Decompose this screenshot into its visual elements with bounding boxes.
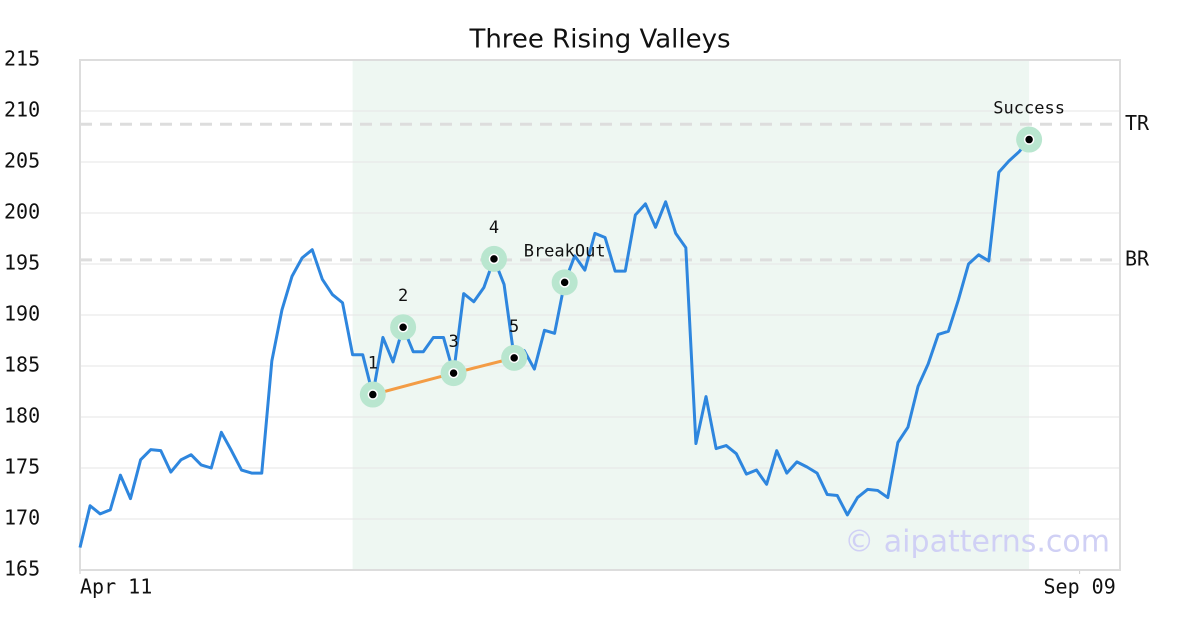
y-tick-label: 180 (4, 404, 40, 428)
y-tick-label: 185 (4, 353, 40, 377)
y-tick-label: 190 (4, 302, 40, 326)
point-marker (397, 321, 409, 333)
point-label: 4 (489, 218, 499, 238)
point-label: 1 (368, 354, 378, 374)
level-label: TR (1125, 111, 1150, 135)
y-tick-label: 175 (4, 455, 40, 479)
point-marker (508, 352, 520, 364)
y-tick-label: 165 (4, 557, 40, 581)
point-label: Success (993, 99, 1065, 119)
point-label: 5 (509, 317, 519, 337)
watermark: © aipatterns.com (844, 525, 1110, 560)
point-marker (448, 367, 459, 379)
y-tick-label: 170 (4, 506, 40, 530)
x-tick-label: Sep 09 (1043, 575, 1115, 599)
point-marker (559, 277, 570, 288)
y-tick-label: 195 (4, 251, 40, 275)
chart-title: Three Rising Valleys (468, 25, 730, 55)
y-tick-label: 210 (4, 98, 40, 122)
point-label: 2 (398, 286, 408, 306)
y-tick-label: 205 (4, 149, 40, 173)
point-marker (367, 389, 379, 400)
point-marker (1023, 134, 1035, 145)
level-label: BR (1125, 246, 1150, 270)
point-label: 3 (448, 332, 458, 352)
x-tick-label: Apr 11 (80, 575, 152, 599)
price-line (78, 134, 1040, 548)
point-marker (488, 253, 500, 265)
point-label: BreakOut (524, 241, 606, 261)
y-tick-label: 215 (4, 47, 40, 71)
y-tick-label: 200 (4, 200, 40, 224)
plot-frame (79, 59, 1121, 571)
